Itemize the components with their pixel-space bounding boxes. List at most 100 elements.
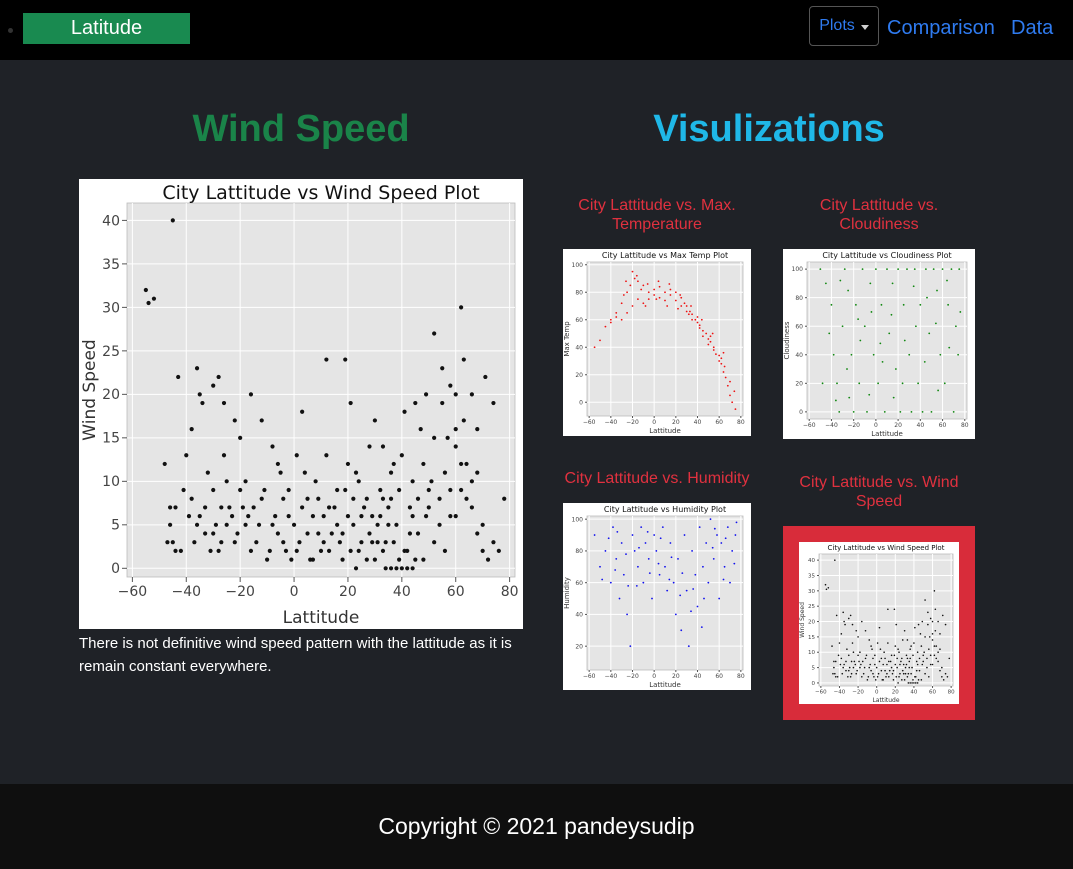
x-tick-label: −20 xyxy=(626,419,639,426)
data-point xyxy=(340,557,345,562)
data-point xyxy=(884,669,886,672)
data-point xyxy=(930,410,933,413)
data-point xyxy=(705,542,708,544)
data-point xyxy=(351,496,356,501)
data-point xyxy=(924,599,926,601)
data-point xyxy=(669,542,672,544)
y-tick-label: 40 xyxy=(795,352,803,359)
data-point xyxy=(248,392,254,397)
data-point xyxy=(926,666,928,669)
data-point xyxy=(841,672,844,675)
data-point xyxy=(850,672,853,675)
data-point xyxy=(265,557,270,562)
data-point xyxy=(646,530,649,533)
data-point xyxy=(896,657,898,660)
x-tick-label: −40 xyxy=(834,690,846,696)
data-point xyxy=(852,410,855,413)
data-point xyxy=(388,566,394,571)
nav-link-data[interactable]: Data xyxy=(1011,17,1054,39)
data-point xyxy=(243,479,248,484)
data-point xyxy=(631,534,634,536)
thumb-label-cloudiness[interactable]: City Lattitude vs. Cloudiness xyxy=(819,197,939,233)
data-point xyxy=(873,675,875,678)
plots-dropdown[interactable]: Plots xyxy=(809,6,879,46)
nav-toggle-dot[interactable] xyxy=(8,28,13,33)
data-point xyxy=(888,332,891,335)
data-point xyxy=(913,682,915,684)
data-point xyxy=(362,505,367,510)
thumb-label-wind-speed[interactable]: City Lattitude vs. Wind Speed xyxy=(799,474,959,510)
data-point xyxy=(887,642,889,644)
data-point xyxy=(911,682,913,684)
thumb-humidity[interactable]: −60 −40 −20 0 20 40 60 80 20 40 60 80 100 City Lattit… xyxy=(563,503,751,690)
thumb-label-max-temp[interactable]: City Lattitude vs. Max. Temperature xyxy=(578,197,736,233)
data-point xyxy=(426,487,431,493)
data-point xyxy=(729,380,731,383)
data-point xyxy=(859,339,862,342)
data-point xyxy=(895,675,898,678)
data-point xyxy=(921,410,924,413)
data-point xyxy=(733,390,736,393)
data-point xyxy=(637,280,639,283)
data-point xyxy=(702,335,704,338)
y-tick-label: 20 xyxy=(795,380,803,387)
data-point xyxy=(370,514,375,519)
data-point xyxy=(897,648,899,650)
data-point xyxy=(448,514,453,519)
data-point xyxy=(718,360,721,362)
data-point xyxy=(834,660,837,663)
x-tick-label: −20 xyxy=(847,422,860,429)
data-point xyxy=(696,321,699,324)
data-point xyxy=(689,310,691,313)
data-point xyxy=(378,487,383,493)
thumb-cloudiness-svg: −60 −40 −20 0 20 40 60 80 0 20 40 60 80 100 City Latti… xyxy=(783,251,969,438)
data-point xyxy=(734,534,737,536)
data-point xyxy=(627,584,630,587)
data-point xyxy=(300,409,305,414)
thumb-wind-speed-active[interactable]: −60 −40 −20 0 20 40 60 80 0 5 10 15 20 25 30 35 40 City L… xyxy=(783,526,975,720)
data-point xyxy=(294,548,299,554)
data-point xyxy=(843,663,845,666)
data-point xyxy=(351,522,356,527)
data-point xyxy=(332,505,337,510)
data-point xyxy=(372,557,377,562)
nav-link-comparison[interactable]: Comparison xyxy=(887,17,995,39)
data-point xyxy=(837,654,840,657)
data-point xyxy=(735,521,738,524)
thumb-cloudiness[interactable]: −60 −40 −20 0 20 40 60 80 0 20 40 60 80 100 City Latti… xyxy=(783,249,975,439)
data-point xyxy=(919,303,922,306)
data-point xyxy=(909,648,911,650)
data-point xyxy=(861,675,863,678)
data-point xyxy=(475,470,480,475)
data-point xyxy=(248,548,254,554)
x-tick-label: −60 xyxy=(583,673,596,680)
x-tick-label: 20 xyxy=(672,419,680,426)
data-point xyxy=(914,675,916,678)
x-tick-label: −60 xyxy=(118,584,148,600)
data-point xyxy=(884,657,886,660)
data-point xyxy=(894,645,897,647)
data-point xyxy=(200,400,205,406)
data-point xyxy=(843,268,846,271)
y-axis-label: Wind Speed xyxy=(799,602,806,638)
y-tick-label: 20 xyxy=(808,619,815,625)
data-point xyxy=(664,565,666,568)
data-point xyxy=(824,583,827,586)
data-point xyxy=(908,353,911,356)
data-point xyxy=(464,461,469,467)
data-point xyxy=(866,679,869,681)
data-point xyxy=(900,660,902,663)
data-point xyxy=(913,268,916,271)
data-point xyxy=(143,287,148,293)
data-point xyxy=(913,642,915,644)
data-point xyxy=(934,322,937,325)
data-point xyxy=(232,540,237,545)
data-point xyxy=(657,280,660,283)
data-point xyxy=(294,453,299,458)
data-point xyxy=(890,666,893,669)
thumb-max-temp[interactable]: −60 −40 −20 0 20 40 60 80 0 20 40 60 80 100 City Latti… xyxy=(563,249,751,436)
brand-button[interactable]: Latitude xyxy=(23,13,190,44)
thumb-label-humidity[interactable]: City Lattitude vs. Humidity xyxy=(564,470,750,487)
y-tick-label: 25 xyxy=(808,604,815,610)
data-point xyxy=(859,651,861,654)
